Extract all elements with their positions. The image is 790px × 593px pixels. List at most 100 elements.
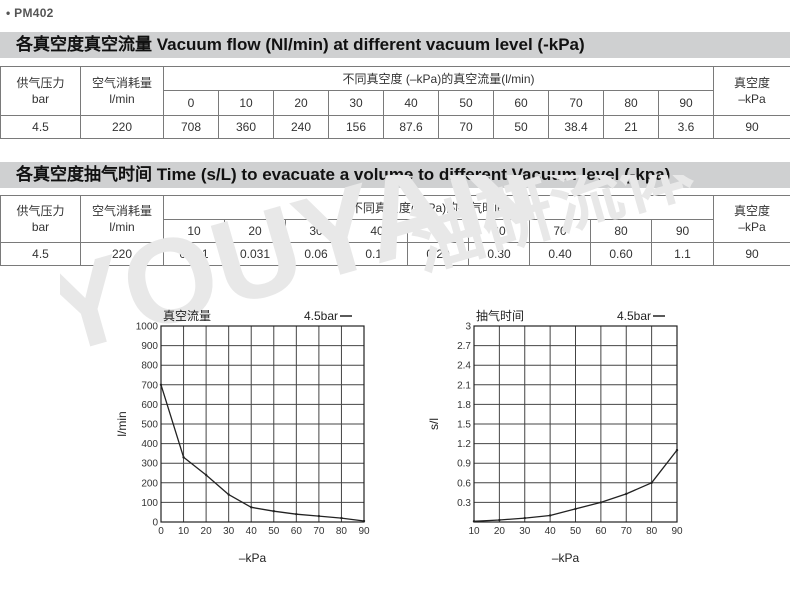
level-cell: 70 [548, 90, 604, 116]
header-vacuum-level: 真空度 –kPa [713, 66, 790, 116]
x-tick-label: 50 [268, 526, 280, 537]
data-point [204, 473, 208, 477]
data-point [317, 514, 321, 518]
x-tick-label: 30 [519, 526, 531, 537]
y-tick-label: 2.4 [457, 361, 471, 372]
value-cell: 38.4 [548, 115, 604, 139]
value-cell: 3.6 [657, 115, 715, 139]
level-cell: 70 [529, 219, 591, 243]
value-cell: 360 [218, 115, 274, 139]
y-tick-label: 200 [141, 478, 158, 489]
series-line [160, 384, 365, 522]
y-tick-label: 800 [141, 361, 158, 372]
data-point [675, 448, 679, 452]
y-tick-label: 3 [465, 322, 471, 333]
chart-grid [473, 325, 678, 523]
data-point [650, 481, 653, 484]
value-cell: 156 [328, 115, 384, 139]
y-tick-label: 2.7 [457, 341, 471, 352]
level-cell: 20 [273, 90, 329, 116]
level-cell: 60 [493, 90, 549, 116]
x-tick-label: 70 [621, 526, 633, 537]
y-tick-label: 300 [141, 459, 158, 470]
table-row: 4.5 220 708 360 240 156 87.6 70 50 38.4 … [0, 115, 790, 139]
x-tick-label: 40 [545, 526, 557, 537]
vacuum-cell: 90 [713, 115, 790, 139]
x-tick-label: 50 [570, 526, 582, 537]
value-cell: 240 [273, 115, 329, 139]
consumption-cell: 220 [80, 242, 164, 266]
data-point [523, 516, 526, 520]
x-tick-label: 20 [201, 526, 213, 537]
data-point [227, 493, 230, 496]
vacuum-cell: 90 [713, 242, 790, 266]
level-cell: 80 [603, 90, 659, 116]
level-cell: 30 [328, 90, 384, 116]
x-tick-label: 60 [595, 526, 607, 537]
chart-title: 抽气时间 [476, 308, 524, 323]
data-point [472, 520, 476, 523]
x-axis-label: –kPa [239, 551, 267, 565]
level-cell: 60 [468, 219, 530, 243]
header-group-flow: 不同真空度 (–kPa)的真空流量(l/min) [162, 66, 715, 91]
x-tick-label: 20 [494, 526, 506, 537]
consumption-cell: 220 [80, 115, 164, 139]
y-tick-label: 0.6 [457, 478, 471, 489]
x-tick-label: 60 [291, 526, 303, 537]
y-tick-label: 0.3 [457, 498, 471, 509]
level-cell: 90 [657, 90, 715, 116]
model-label: • PM402 [6, 6, 54, 20]
level-cell: 20 [224, 219, 286, 243]
y-tick-label: 1.2 [457, 439, 471, 450]
data-point [159, 383, 163, 386]
y-tick-label: 600 [141, 400, 158, 411]
data-point [574, 507, 577, 511]
data-point [625, 492, 628, 496]
value-cell: 0.06 [285, 242, 347, 266]
value-cell: 0.20 [407, 242, 469, 266]
y-tick-label: 100 [141, 498, 158, 509]
data-point [362, 519, 366, 523]
evacuation-time-chart-svg: 10 20 30 40 50 60 70 80 90 0.3 0.6 0.9 1.2 1.5 1.8 2.1 2… [427, 308, 683, 565]
y-axis-label: l/min [115, 411, 129, 436]
data-point [272, 510, 275, 513]
value-cell: 0.10 [346, 242, 408, 266]
x-tick-label: 80 [336, 526, 348, 537]
header-air-consumption: 空气消耗量 l/min [80, 66, 164, 116]
legend-label: 4.5bar [617, 309, 651, 323]
y-tick-label: 1000 [136, 322, 159, 333]
x-tick-label: 90 [358, 526, 370, 537]
data-point [340, 516, 343, 520]
value-cell: 0.40 [529, 242, 591, 266]
value-cell: 0.60 [590, 242, 652, 266]
level-row: 0 10 20 30 40 50 60 70 80 90 [1, 90, 790, 116]
x-tick-label: 70 [313, 526, 325, 537]
level-cell: 80 [590, 219, 652, 243]
level-cell: 90 [651, 219, 714, 243]
value-cell: 708 [163, 115, 219, 139]
data-point [548, 514, 552, 517]
supply-cell: 4.5 [0, 115, 81, 139]
data-point [250, 506, 253, 509]
vacuum-flow-title: 各真空度真空流量 Vacuum flow (Nl/min) at differe… [0, 32, 790, 58]
vacuum-flow-table: 供气压力 bar 空气消耗量 l/min 不同真空度 (–kPa)的真空流量(l/m… [0, 66, 790, 139]
x-axis-label: –kPa [552, 551, 580, 565]
header-vacuum-level: 真空度 –kPa [713, 195, 790, 243]
header-supply-pressure: 供气压力 bar [0, 195, 81, 243]
data-point [599, 501, 603, 504]
level-cell: 10 [163, 219, 225, 243]
x-tick-label: 30 [223, 526, 235, 537]
value-cell: 0.031 [224, 242, 286, 266]
y-tick-label: 0 [152, 518, 158, 529]
evacuation-time-chart: 10 20 30 40 50 60 70 80 90 0.3 0.6 0.9 1.2 1.5 1.8 2.1 2… [416, 296, 706, 571]
y-tick-label: 700 [141, 380, 158, 391]
vacuum-flow-chart: 0 10 20 30 40 50 60 70 80 90 0 100 200 300 400 500 600 70… [100, 296, 390, 571]
y-tick-label: 400 [141, 439, 158, 450]
evacuation-time-table: 供气压力 bar 空气消耗量 l/min 不同真空度(–kPa)的抽气时间(s/l)… [0, 195, 790, 266]
supply-cell: 4.5 [0, 242, 81, 266]
value-cell: 87.6 [383, 115, 439, 139]
value-cell: 50 [493, 115, 549, 139]
table-row: 4.5 220 0.011 0.031 0.06 0.10 0.20 0.30 … [0, 242, 790, 266]
level-cell: 40 [383, 90, 439, 116]
y-tick-label: 1.8 [457, 400, 471, 411]
